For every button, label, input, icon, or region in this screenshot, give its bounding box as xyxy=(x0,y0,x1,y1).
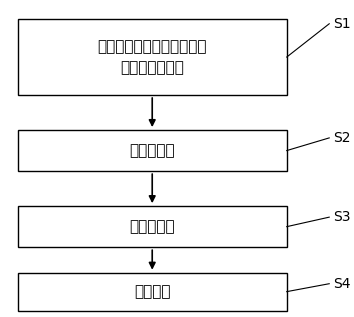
Text: 施微晶干粒: 施微晶干粒 xyxy=(130,143,175,158)
FancyBboxPatch shape xyxy=(18,273,287,311)
Text: S4: S4 xyxy=(333,277,350,291)
Text: 在干燥好的生坯上施面釉后
再施一层全抛釉: 在干燥好的生坯上施面釉后 再施一层全抛釉 xyxy=(97,39,207,75)
Text: S1: S1 xyxy=(333,17,350,31)
Text: S2: S2 xyxy=(333,131,350,145)
Text: S3: S3 xyxy=(333,210,350,224)
FancyBboxPatch shape xyxy=(18,130,287,171)
Text: 喷施固定剂: 喷施固定剂 xyxy=(130,219,175,234)
Text: 一次烧成: 一次烧成 xyxy=(134,284,171,299)
FancyBboxPatch shape xyxy=(18,206,287,247)
FancyBboxPatch shape xyxy=(18,19,287,95)
